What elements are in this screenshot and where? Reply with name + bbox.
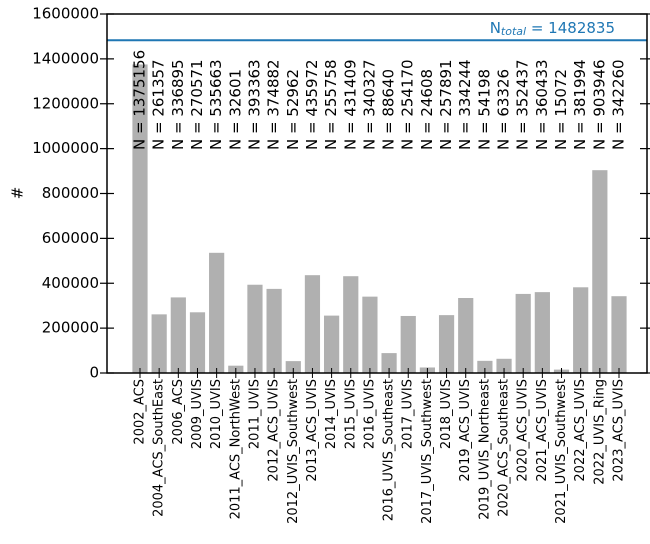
bar [209, 252, 225, 373]
x-tick-label: 2009_UVIS [190, 379, 205, 449]
y-tick-label: 1000000 [32, 139, 99, 157]
data-label: N = 32601 [226, 69, 244, 150]
y-tick-label: 200000 [42, 319, 99, 337]
x-tick-label: 2012_UVIS_Southwest [286, 379, 301, 524]
bar [362, 296, 378, 373]
data-label: N = 435972 [303, 59, 321, 150]
x-tick-label: 2016_UVIS_Southeast [382, 379, 397, 521]
y-tick-label: 1400000 [32, 49, 99, 67]
x-tick-label: 2010_UVIS [209, 379, 224, 449]
x-tick-label: 2011_ACS_NorthWest [228, 379, 243, 519]
x-tick-label: 2019_ACS_UVIS [458, 379, 473, 482]
bar [343, 276, 359, 373]
y-tick-label: 1600000 [32, 5, 99, 23]
data-label: N = 257891 [437, 59, 455, 150]
bar [477, 360, 493, 373]
data-label: N = 374882 [265, 59, 283, 150]
x-tick-label: 2013_ACS_UVIS [305, 379, 320, 482]
data-label: N = 352437 [514, 59, 532, 150]
total-label-n: N [490, 19, 501, 37]
bar [304, 275, 321, 373]
x-tick-label: 2021_ACS_UVIS [535, 379, 550, 482]
x-tick-label: 2012_ACS_UVIS [267, 379, 282, 482]
x-tick-label: 2019_UVIS_Northeast [477, 379, 492, 520]
total-label-rest: = 1482835 [526, 19, 615, 37]
y-tick-label: 1200000 [32, 94, 99, 112]
data-label: N = 431409 [341, 59, 359, 150]
bar [592, 170, 608, 373]
data-label: N = 88640 [380, 69, 398, 150]
bar [324, 315, 340, 373]
data-label: N = 270571 [188, 59, 206, 150]
data-label: N = 1375156 [131, 50, 149, 150]
y-axis-label: # [9, 187, 27, 200]
bar [132, 64, 148, 373]
x-tick-label: 2002_ACS [133, 379, 148, 445]
bar [534, 292, 550, 373]
y-tick-label: 600000 [42, 229, 99, 247]
bar [496, 358, 512, 373]
x-tick-label: 2014_UVIS [324, 379, 339, 449]
plot-frame [106, 13, 648, 374]
bar [285, 361, 301, 373]
data-label: N = 52962 [284, 69, 302, 150]
data-label: N = 340327 [360, 59, 378, 150]
x-tick-label: 2020_ACS_Southeast [497, 379, 512, 517]
bar [381, 353, 397, 373]
data-label: N = 255758 [322, 59, 340, 150]
data-label: N = 63326 [495, 69, 513, 150]
total-label: Ntotal = 1482835 [490, 19, 615, 39]
bar [611, 296, 627, 373]
data-label: N = 342260 [610, 59, 628, 150]
data-label: N = 336895 [169, 59, 187, 150]
bar [189, 312, 206, 373]
bar [515, 293, 531, 373]
total-label-sub: total [501, 25, 526, 38]
data-label: N = 24608 [418, 69, 436, 150]
data-label: N = 535663 [207, 59, 225, 150]
y-tick-label: 0 [89, 364, 99, 382]
bar [266, 288, 282, 373]
bar [151, 314, 167, 373]
data-label: N = 360433 [533, 59, 551, 150]
bar [573, 287, 589, 373]
x-tick-label: 2022_ACS_UVIS [573, 379, 588, 482]
data-label: N = 334244 [456, 59, 474, 150]
data-label: N = 54198 [475, 69, 493, 150]
x-tick-label: 2018_UVIS [439, 379, 454, 449]
bar [458, 298, 474, 373]
x-tick-label: 2006_ACS [171, 379, 186, 445]
x-tick-label: 2017_UVIS_Southwest [420, 379, 435, 524]
bar [400, 315, 416, 373]
bar [247, 284, 263, 373]
x-tick-label: 2022_UVIS_Ring [592, 379, 607, 485]
data-label: N = 903946 [590, 59, 608, 150]
x-tick-label: 2016_UVIS [362, 379, 377, 449]
bar [438, 315, 455, 373]
x-tick-label: 2004_ACS_SouthEast [152, 379, 167, 517]
data-label: N = 393363 [245, 59, 263, 150]
x-tick-label: 2015_UVIS [343, 379, 358, 449]
data-label: N = 254170 [399, 59, 417, 150]
x-tick-label: 2021_UVIS_Southwest [554, 379, 569, 524]
y-tick-label: 400000 [42, 274, 99, 292]
data-label: N = 261357 [150, 59, 168, 150]
x-tick-label: 2020_ACS_UVIS [516, 379, 531, 482]
data-label: N = 15072 [552, 69, 570, 150]
data-label: N = 381994 [571, 59, 589, 150]
x-tick-label: 2017_UVIS [401, 379, 416, 449]
x-tick-label: 2023_ACS_UVIS [612, 379, 627, 482]
y-tick-label: 800000 [42, 184, 99, 202]
x-tick-label: 2011_UVIS [247, 379, 262, 449]
bar [170, 297, 186, 373]
